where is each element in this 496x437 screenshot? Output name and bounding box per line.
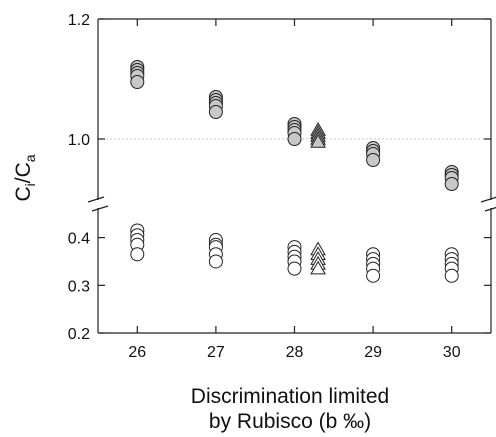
data-point-upper-triangle — [310, 133, 326, 148]
x-tick-label: 30 — [443, 344, 461, 361]
data-point-upper-circle — [366, 153, 381, 167]
data-point-lower-circle — [444, 268, 459, 283]
y-tick-label-lower: 0.3 — [68, 278, 90, 295]
data-point-lower-triangle — [310, 260, 326, 275]
y-tick-label-upper: 1.2 — [68, 12, 90, 29]
axis-break-mark-right-upper — [480, 196, 496, 203]
data-point-lower-circle — [130, 247, 145, 262]
data-point-lower-circle — [366, 268, 381, 283]
data-points — [130, 60, 459, 283]
y-axis-title: Ci/Ca — [12, 154, 38, 201]
data-point-lower-circle — [287, 261, 302, 276]
data-point-upper-circle — [208, 105, 223, 119]
axis-break-mark-right-lower — [484, 206, 496, 212]
data-point-upper-circle — [130, 75, 145, 89]
y-axis-title-main: C — [12, 186, 35, 201]
y-tick-label-lower: 0.2 — [68, 326, 90, 343]
x-axis-title-line2: by Rubisco (b ‰) — [209, 410, 371, 433]
y-axis-title-slash: /C — [12, 162, 35, 183]
y-tick-label-lower: 0.4 — [68, 231, 90, 248]
y-axis-title-sub-a: a — [22, 154, 38, 162]
axis-break-mark-left-upper — [87, 196, 105, 203]
axis-break-mark-left-lower — [91, 205, 109, 212]
y-axis-title-sub-i: i — [22, 183, 38, 186]
x-tick-label: 26 — [128, 344, 146, 361]
x-tick-label: 28 — [286, 344, 304, 361]
data-point-lower-circle — [208, 254, 223, 269]
tick-marks — [98, 18, 491, 334]
tick-labels: 1.0 1.2 0.2 0.3 0.4 26 27 28 29 30 — [68, 12, 461, 361]
x-tick-label: 29 — [364, 344, 382, 361]
x-axis-title-line1: Discrimination limited — [191, 385, 389, 408]
y-tick-label-upper: 1.0 — [68, 132, 90, 149]
plot-frame — [87, 18, 496, 334]
data-point-upper-circle — [444, 177, 459, 191]
data-point-upper-circle — [287, 132, 302, 146]
x-tick-label: 27 — [207, 344, 225, 361]
